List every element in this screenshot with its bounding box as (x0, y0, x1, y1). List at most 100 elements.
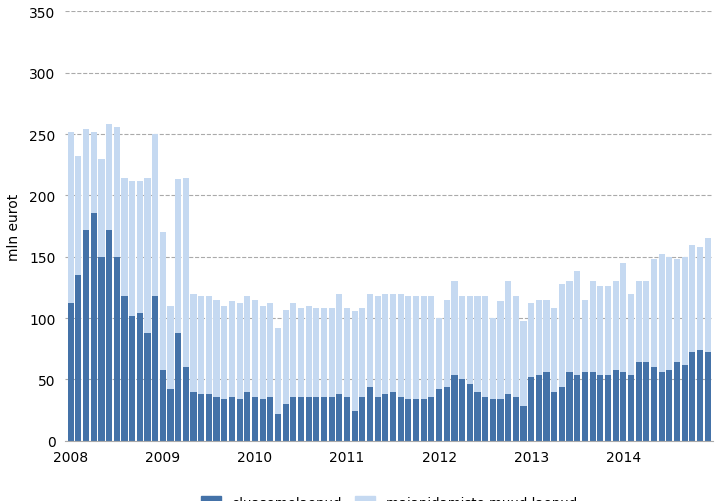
Bar (651, 260, 657, 441)
Bar (275, 328, 281, 441)
Bar (651, 367, 657, 441)
Bar (420, 399, 427, 441)
Bar (482, 397, 488, 441)
Bar (298, 397, 304, 441)
Bar (321, 397, 327, 441)
Bar (367, 294, 373, 441)
Bar (206, 297, 212, 441)
Bar (521, 407, 526, 441)
Bar (229, 397, 235, 441)
Bar (467, 297, 473, 441)
Bar (183, 179, 189, 441)
Bar (528, 304, 534, 441)
Bar (374, 397, 381, 441)
Bar (536, 300, 542, 441)
Bar (267, 397, 274, 441)
Bar (436, 389, 442, 441)
Bar (91, 213, 96, 441)
Bar (336, 294, 343, 441)
Bar (605, 287, 611, 441)
Bar (513, 397, 519, 441)
Bar (267, 304, 274, 441)
Bar (221, 399, 228, 441)
Bar (183, 367, 189, 441)
Bar (206, 394, 212, 441)
Bar (643, 282, 649, 441)
Bar (628, 294, 634, 441)
Bar (99, 257, 104, 441)
Bar (674, 260, 680, 441)
Bar (620, 372, 626, 441)
Legend: eluasemelaenud, majapidamiste muud laenud: eluasemelaenud, majapidamiste muud laenu… (196, 490, 582, 501)
Bar (444, 387, 450, 441)
Bar (528, 377, 534, 441)
Bar (259, 399, 266, 441)
Bar (328, 397, 335, 441)
Bar (605, 375, 611, 441)
Bar (367, 387, 373, 441)
Bar (328, 309, 335, 441)
Bar (336, 394, 343, 441)
Bar (689, 353, 696, 441)
Bar (390, 392, 396, 441)
Bar (513, 297, 519, 441)
Bar (420, 297, 427, 441)
Bar (505, 282, 511, 441)
Bar (145, 333, 150, 441)
Bar (252, 300, 258, 441)
Bar (551, 392, 557, 441)
Bar (191, 294, 197, 441)
Bar (620, 264, 626, 441)
Bar (705, 239, 711, 441)
Bar (168, 389, 174, 441)
Bar (674, 363, 680, 441)
Bar (582, 372, 588, 441)
Bar (83, 130, 89, 441)
Bar (474, 392, 480, 441)
Bar (413, 297, 419, 441)
Bar (590, 372, 595, 441)
Bar (498, 399, 503, 441)
Bar (68, 304, 74, 441)
Bar (298, 309, 304, 441)
Bar (459, 297, 465, 441)
Bar (99, 159, 104, 441)
Bar (689, 245, 696, 441)
Bar (697, 350, 703, 441)
Bar (628, 375, 634, 441)
Bar (129, 181, 135, 441)
Bar (382, 394, 389, 441)
Bar (229, 301, 235, 441)
Bar (659, 255, 665, 441)
Bar (451, 375, 457, 441)
Bar (405, 297, 411, 441)
Bar (697, 247, 703, 441)
Bar (321, 309, 327, 441)
Bar (567, 372, 572, 441)
Bar (467, 385, 473, 441)
Bar (137, 314, 143, 441)
Bar (198, 297, 204, 441)
Bar (236, 304, 243, 441)
Bar (567, 282, 572, 441)
Bar (114, 127, 120, 441)
Bar (405, 399, 411, 441)
Bar (613, 370, 618, 441)
Bar (68, 132, 74, 441)
Bar (574, 375, 580, 441)
Bar (382, 294, 389, 441)
Bar (152, 135, 158, 441)
Bar (313, 397, 320, 441)
Bar (129, 316, 135, 441)
Bar (682, 257, 688, 441)
Bar (221, 306, 228, 441)
Bar (428, 397, 434, 441)
Bar (643, 363, 649, 441)
Bar (76, 276, 81, 441)
Bar (214, 300, 220, 441)
Bar (359, 309, 366, 441)
Bar (152, 297, 158, 441)
Bar (290, 304, 297, 441)
Bar (428, 297, 434, 441)
Bar (559, 387, 565, 441)
